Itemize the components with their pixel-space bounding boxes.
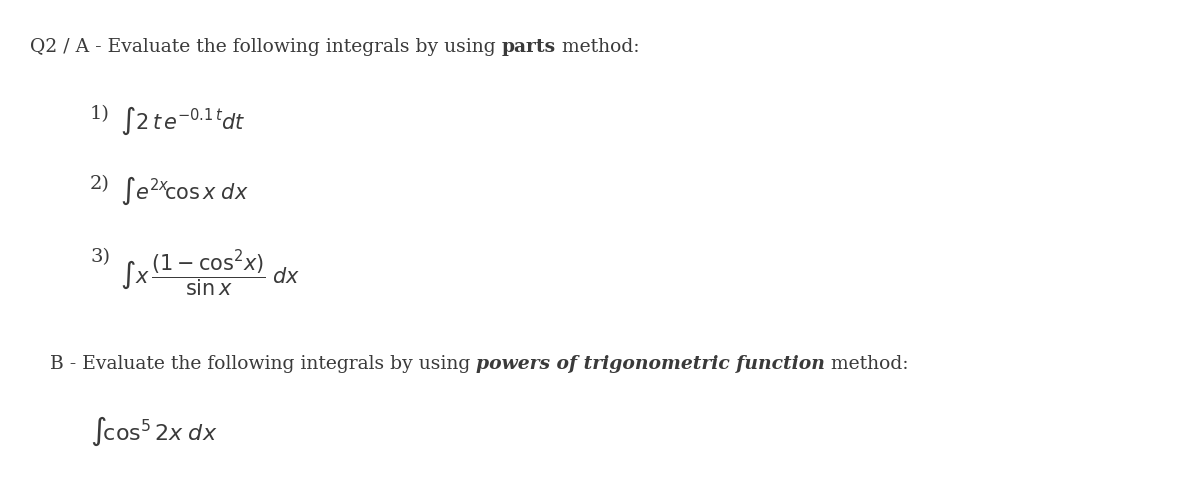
Text: $\int e^{2x}\!\cos x\;dx$: $\int e^{2x}\!\cos x\;dx$ bbox=[120, 175, 248, 207]
Text: Q2 / A - Evaluate the following integrals by using: Q2 / A - Evaluate the following integral… bbox=[30, 38, 502, 56]
Text: $\int 2\,t\,e^{-0.1\,t}dt$: $\int 2\,t\,e^{-0.1\,t}dt$ bbox=[120, 105, 246, 137]
Text: method:: method: bbox=[826, 355, 908, 373]
Text: 3): 3) bbox=[90, 248, 110, 266]
Text: $\int x\,\dfrac{(1-\cos^2\!x)}{\sin x}\;dx$: $\int x\,\dfrac{(1-\cos^2\!x)}{\sin x}\;… bbox=[120, 248, 300, 298]
Text: method:: method: bbox=[556, 38, 640, 56]
Text: 2): 2) bbox=[90, 175, 110, 193]
Text: powers of trigonometric function: powers of trigonometric function bbox=[476, 355, 826, 373]
Text: 1): 1) bbox=[90, 105, 110, 123]
Text: $\int\!\cos^5 2x\;dx$: $\int\!\cos^5 2x\;dx$ bbox=[90, 415, 217, 448]
Text: B - Evaluate the following integrals by using: B - Evaluate the following integrals by … bbox=[50, 355, 476, 373]
Text: parts: parts bbox=[502, 38, 556, 56]
